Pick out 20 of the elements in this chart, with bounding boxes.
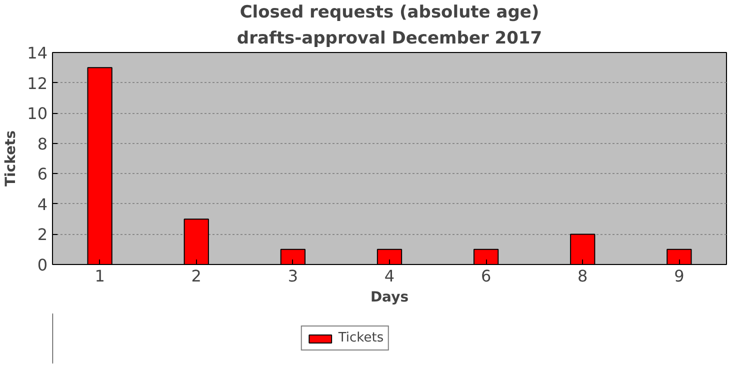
x-tick-label: 9 [674,266,684,286]
legend-label: Tickets [338,330,384,346]
x-tick-label: 6 [480,266,492,286]
x-tick-label: 3 [288,266,298,286]
x-tick-label: 4 [384,266,395,286]
x-tick-label: 1 [94,266,105,286]
y-tick-label: 8 [37,134,48,154]
y-tick-label: 4 [37,194,48,214]
x-tick-label: 2 [191,266,202,286]
y-axis-title: Tickets [3,130,20,187]
y-tick-label: 0 [37,256,48,274]
chart-title: Closed requests (absolute age) [240,2,540,22]
chart-subtitle: drafts-approval December 2017 [236,28,542,48]
y-tick-label: 14 [27,44,48,62]
x-tick-label: 8 [578,266,588,286]
y-tick-label: 2 [37,225,48,244]
x-axis-title: Days [370,290,409,306]
y-tick-label: 10 [27,104,48,124]
y-tick-label: 6 [37,164,48,184]
y-tick-label: 12 [27,74,48,93]
